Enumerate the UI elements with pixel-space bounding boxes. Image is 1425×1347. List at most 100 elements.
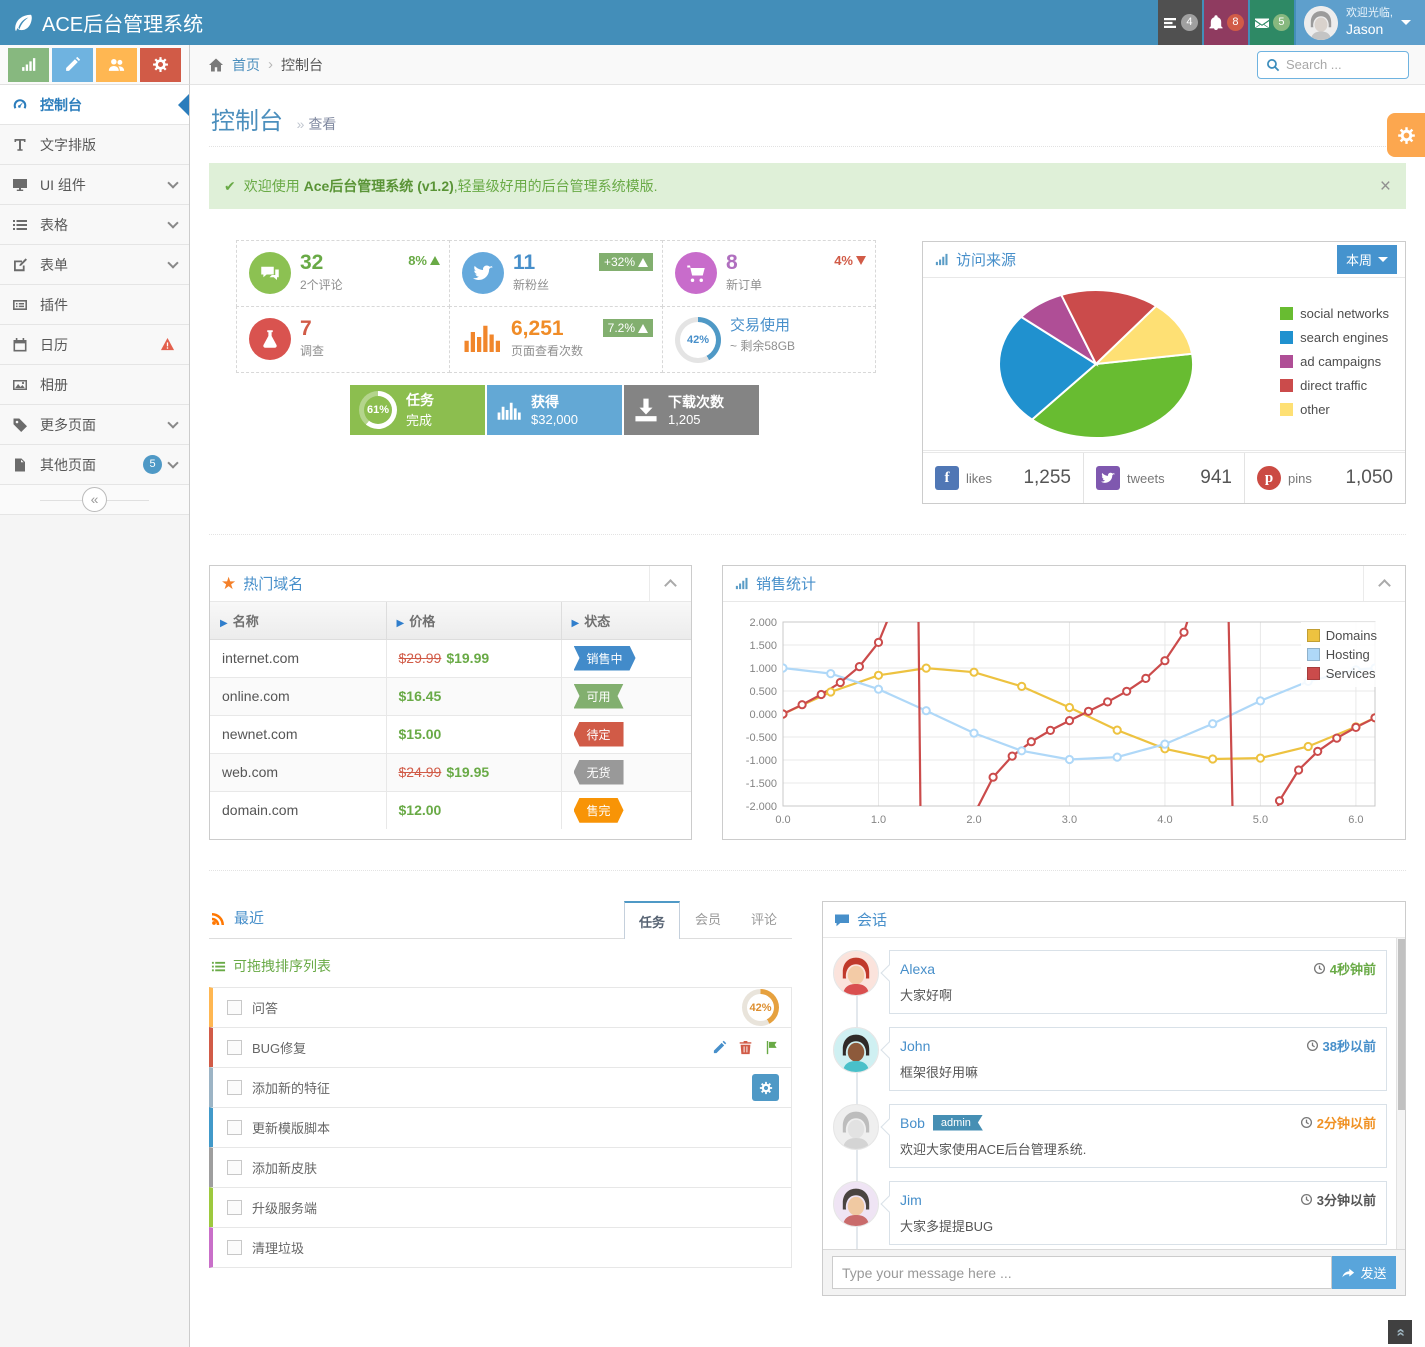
navbar-menu-tasks[interactable]: 4 [1157,0,1202,45]
domains-table: ▶ 名称 ▶ 价格 ▶ 状态 internet.com $29.99 $19.99 销售中 onl… [210,602,691,829]
message-bubble: John 38秒以前 框架很好用嘛 [889,1027,1387,1091]
series-Hosting [783,666,1375,761]
sidebar-item-2[interactable]: 文字排版 [0,125,189,165]
tab-会员[interactable]: 会员 [694,912,721,927]
timeline-line [856,952,858,1249]
send-button[interactable]: 发送 [1332,1256,1396,1289]
recent-title: 最近 [234,910,265,927]
sidebar-collapse-toggle[interactable]: « [0,485,189,515]
sidebar-item-8[interactable]: 相册 [0,365,189,405]
task-label: 问答 [252,1001,279,1016]
chat-message-1: Alexa 4秒钟前 大家好啊 [833,950,1387,1014]
message-author[interactable]: John [900,1037,931,1054]
progress-ring: 61% [359,391,397,429]
domain-price: $29.99 $19.99 [385,638,561,677]
column-header[interactable]: ▶ 名称 [210,602,387,640]
task-item-6[interactable]: 升级服务端 [209,1187,792,1228]
sidebar-item-6[interactable]: 插件 [0,285,189,325]
message-bubble: Jim 3分钟以前 大家多提提BUG [889,1181,1387,1245]
infobox-delta: 8% [408,253,440,268]
task-label: BUG修复 [252,1041,307,1056]
collapse-button[interactable] [1363,566,1405,601]
sidebar-item-3[interactable]: UI 组件 [0,165,189,205]
sales-line-chart: 2.000 1.500 1.000 0.500 0.000 -0.500 -1.000 -1.… [735,614,1397,833]
picture-icon [10,377,30,393]
message-author[interactable]: Bob [900,1114,925,1131]
infobox-delta: 7.2% [602,319,653,337]
task-settings-button[interactable] [752,1074,779,1101]
svg-text:3.0: 3.0 [1062,814,1077,826]
infobox-6: 42% 交易使用 ~ 剩余58GB [662,306,876,373]
user-menu[interactable]: 欢迎光临, Jason [1295,0,1425,45]
sidebar-item-7[interactable]: 日历 [0,325,189,365]
task-item-2[interactable]: BUG修复 [209,1027,792,1068]
progress-ring: 42% [742,989,779,1026]
column-header[interactable]: ▶ 价格 [385,602,562,640]
tab-评论[interactable]: 评论 [750,912,777,927]
navbar-menu-messages[interactable]: 5 [1249,0,1294,45]
collapse-button[interactable] [649,566,691,601]
period-dropdown[interactable]: 本周 [1336,245,1397,274]
pinterest-icon: p [1257,466,1281,490]
message-author[interactable]: Jim [900,1191,922,1208]
task-item-4[interactable]: 更新模版脚本 [209,1107,792,1148]
task-item-3[interactable]: 添加新的特征 [209,1067,792,1108]
settings-gear-button[interactable] [1387,113,1425,157]
sidebar-item-4[interactable]: 表格 [0,205,189,245]
close-icon[interactable]: × [1379,175,1391,197]
shortcut-edit-button[interactable] [52,47,93,82]
divider [209,870,1406,871]
pie-slice [1059,289,1158,366]
breadcrumb-home-link[interactable]: 首页 [232,56,260,73]
infobox-2: 11 新粉丝 +32% [449,240,663,307]
sidebar-item-label: UI 组件 [40,176,86,193]
scroll-to-top-button[interactable]: » [1388,1320,1412,1344]
double-chevron-up-icon: » [1391,1327,1409,1337]
badge: 4 [1180,14,1198,31]
sidebar-item-1[interactable]: 控制台 [0,85,189,125]
task-checkbox[interactable] [227,1040,242,1055]
search-input[interactable] [1286,57,1400,72]
sidebar-item-5[interactable]: 表单 [0,245,189,285]
infobox-1: 32 2个评论 8% [236,240,450,307]
brand[interactable]: ACE后台管理系统 [0,0,203,45]
message-author[interactable]: Alexa [900,960,936,977]
flask-icon [260,329,280,349]
task-item-5[interactable]: 添加新皮肤 [209,1147,792,1188]
task-checkbox[interactable] [227,1080,242,1095]
task-item-7[interactable]: 清理垃圾 [209,1227,792,1268]
column-header[interactable]: ▶ 状态 [560,602,691,640]
users-icon [108,56,125,73]
conversation-body: Alexa 4秒钟前 大家好啊 John 38秒以前 框架很好用嘛 Bob admin 2分钟以… [823,938,1405,1249]
task-checkbox[interactable] [227,1160,242,1175]
sidebar-item-9[interactable]: 更多页面 [0,405,189,445]
svg-text:1.000: 1.000 [749,663,777,675]
signal-icon [934,252,949,267]
legend-item: direct traffic [1280,378,1389,393]
shortcut-users-button[interactable] [96,47,137,82]
home-icon [208,57,224,73]
navbar-menu-notifications[interactable]: 8 [1203,0,1248,45]
badge: 8 [1226,14,1244,31]
message-input[interactable] [832,1256,1332,1289]
edit-icon[interactable] [712,1040,727,1055]
trash-icon[interactable] [738,1040,753,1055]
task-item-1[interactable]: 问答 42% [209,987,792,1028]
tab-任务[interactable]: 任务 [624,901,680,939]
message-time: 38秒以前 [1306,1036,1376,1055]
task-checkbox[interactable] [227,1120,242,1135]
task-checkbox[interactable] [227,1200,242,1215]
task-checkbox[interactable] [227,1000,242,1015]
flag-icon[interactable] [764,1040,779,1055]
table-row: web.com $24.99 $19.95 无货 [210,752,691,791]
social-stat-tweets: tweets 941 [1083,453,1244,503]
task-checkbox[interactable] [227,1240,242,1255]
shortcut-settings-button[interactable] [140,47,181,82]
sidebar-item-label: 表格 [40,216,68,233]
sidebar-item-10[interactable]: 其他页面 5 [0,445,189,485]
page-header: 控制台 » 查看 [209,93,1406,147]
domain-status: 销售中 [560,638,691,677]
scrollbar[interactable] [1396,938,1405,1249]
svg-text:6.0: 6.0 [1348,814,1363,826]
shortcut-stats-button[interactable] [8,47,49,82]
